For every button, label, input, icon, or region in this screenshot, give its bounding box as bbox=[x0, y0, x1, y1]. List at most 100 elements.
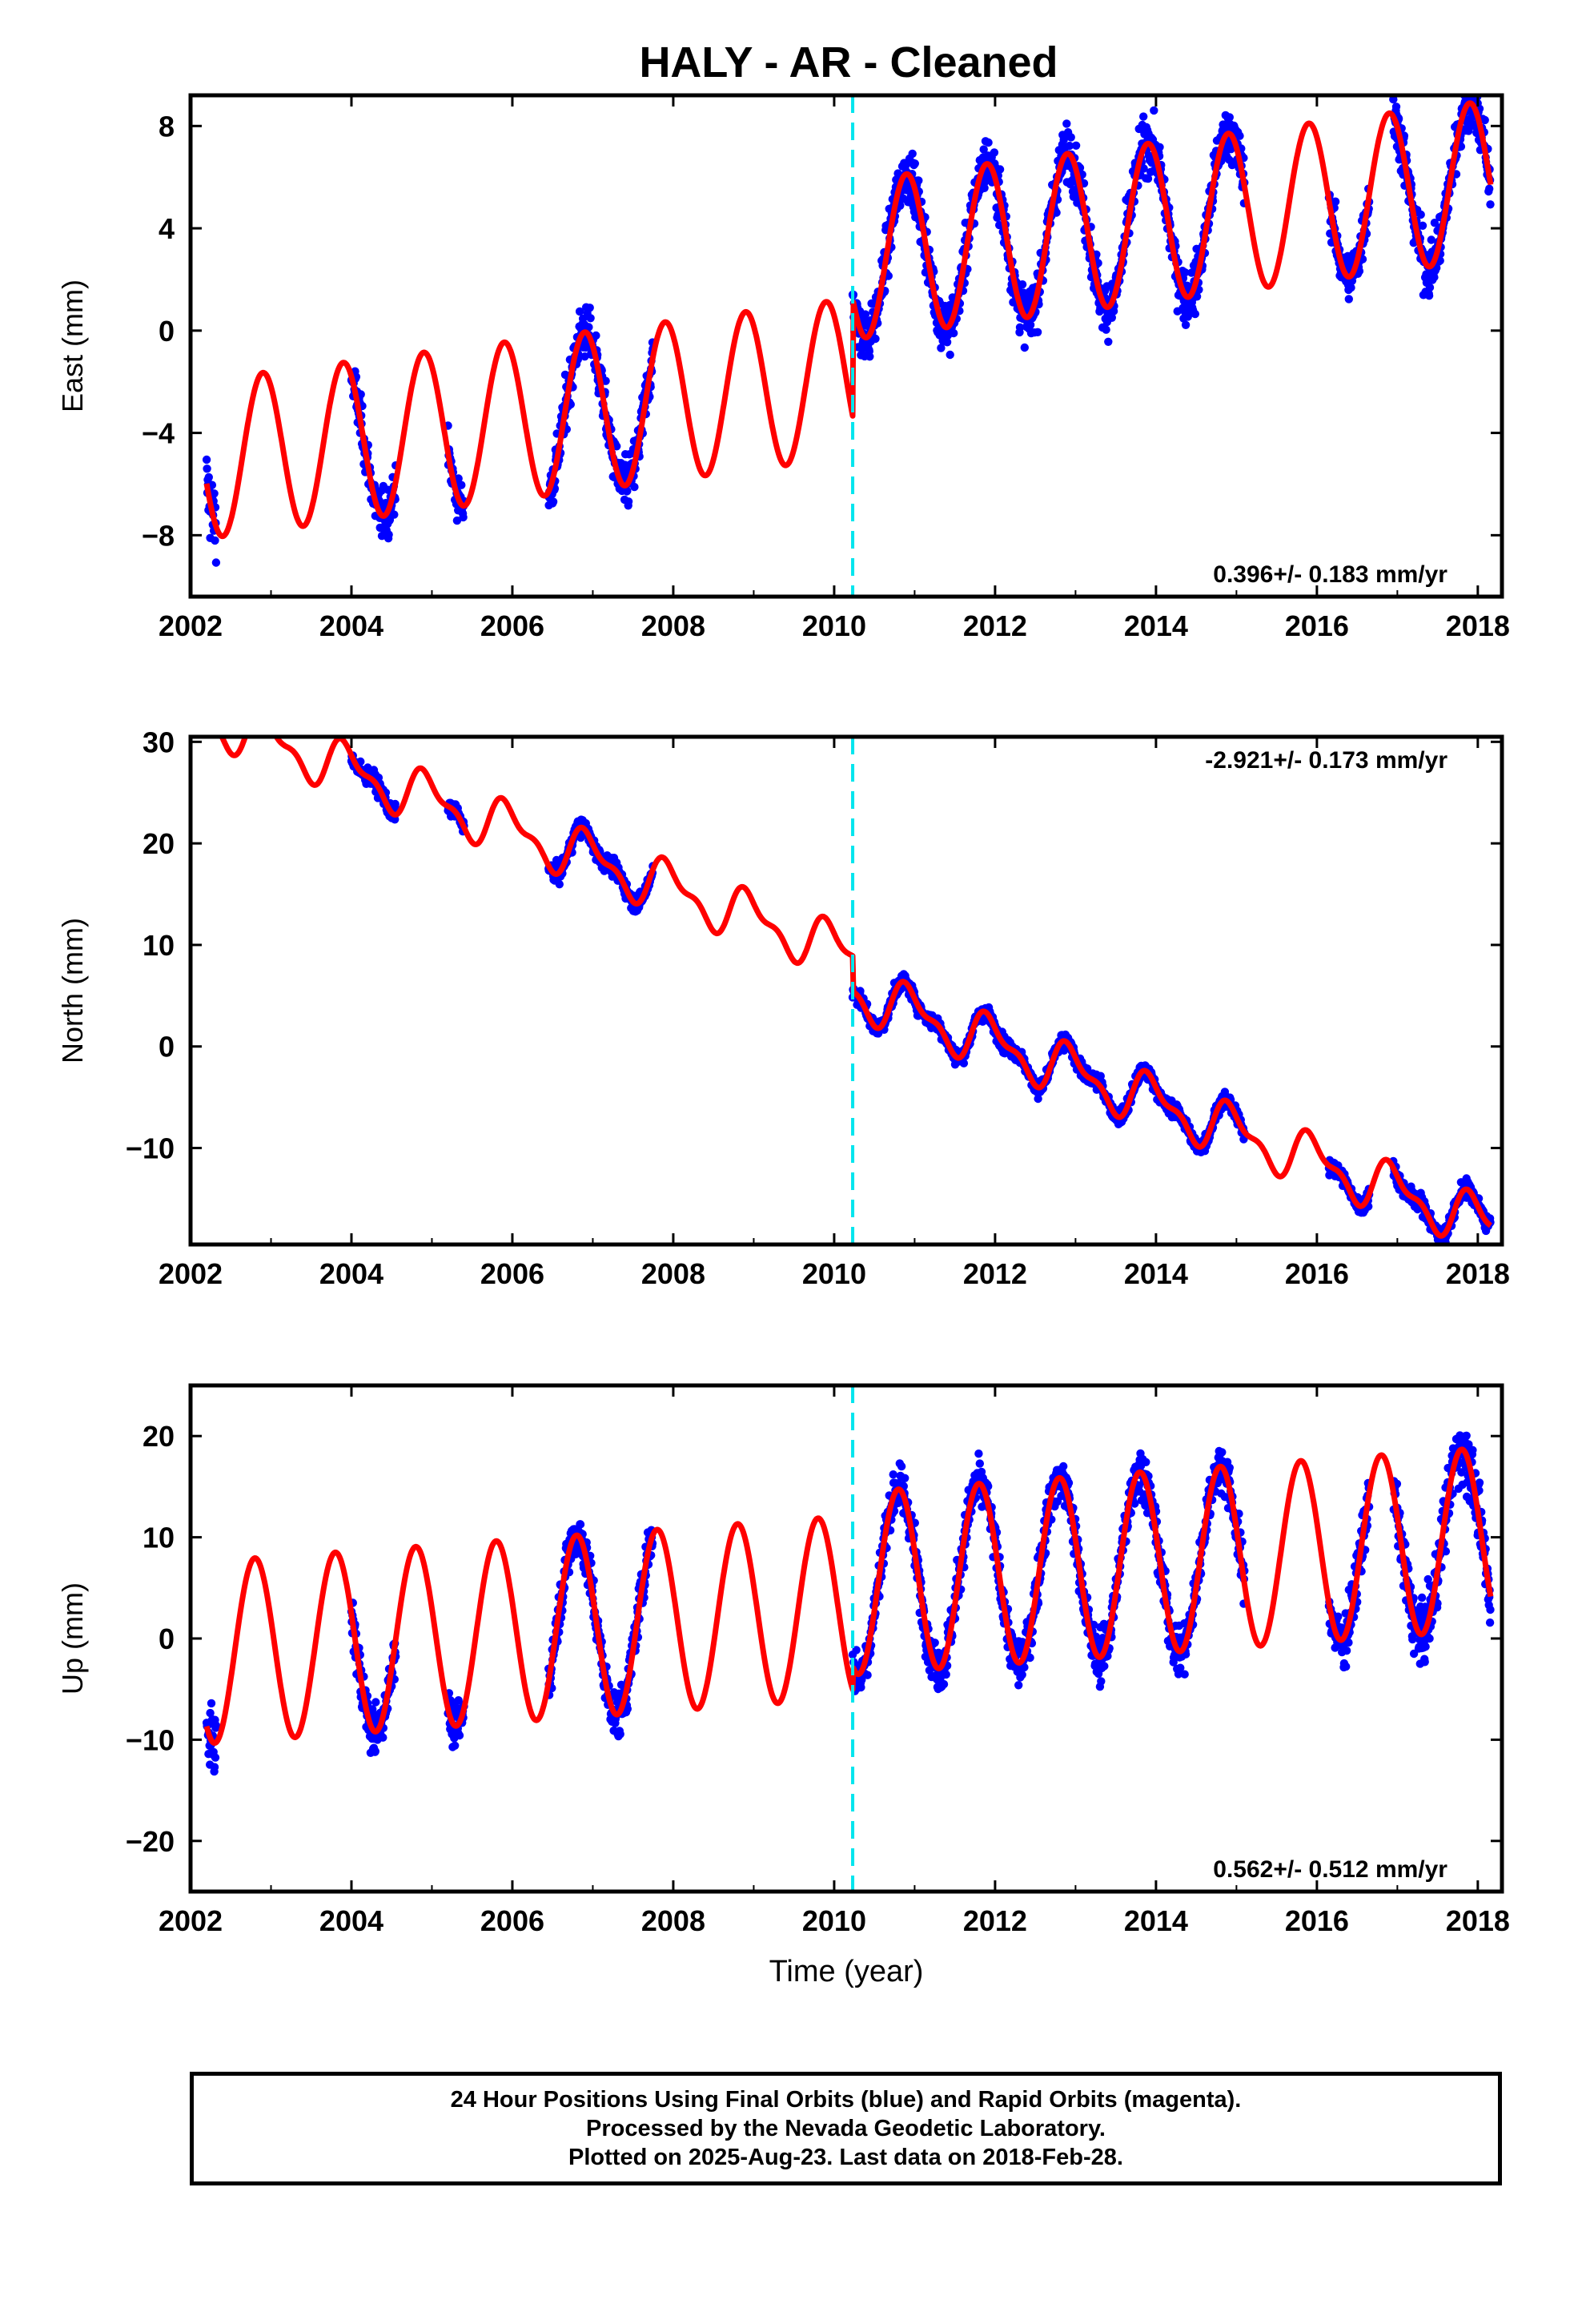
data-point bbox=[910, 159, 920, 168]
data-point bbox=[901, 1474, 909, 1483]
y-tick-label: 0 bbox=[159, 315, 175, 348]
x-tick-label: 2008 bbox=[641, 1257, 705, 1290]
x-tick-label: 2006 bbox=[480, 1257, 544, 1290]
x-tick-label: 2018 bbox=[1446, 609, 1510, 642]
y-tick-label: −10 bbox=[126, 1132, 175, 1165]
data-point bbox=[203, 713, 211, 721]
data-point bbox=[207, 714, 215, 722]
data-point bbox=[576, 1520, 585, 1529]
data-point bbox=[391, 815, 400, 824]
data-point bbox=[1225, 113, 1235, 122]
data-point bbox=[206, 717, 214, 725]
data-point bbox=[1018, 280, 1027, 289]
data-point bbox=[211, 536, 219, 545]
x-tick-label: 2010 bbox=[802, 609, 866, 642]
data-point bbox=[974, 1449, 983, 1458]
data-point bbox=[1104, 337, 1113, 346]
data-point bbox=[1347, 283, 1355, 292]
data-point bbox=[865, 352, 874, 361]
data-point bbox=[975, 1459, 985, 1468]
data-point bbox=[204, 472, 213, 482]
data-point bbox=[208, 714, 216, 722]
data-point bbox=[623, 486, 632, 496]
data-point bbox=[1020, 343, 1030, 352]
data-point bbox=[939, 1679, 949, 1689]
data-point bbox=[204, 715, 212, 723]
data-point bbox=[455, 1731, 464, 1740]
data-point bbox=[980, 183, 989, 192]
data-point bbox=[630, 482, 639, 492]
data-point bbox=[979, 145, 988, 154]
y-tick-label: 30 bbox=[143, 726, 175, 758]
data-point bbox=[995, 220, 1004, 230]
data-point bbox=[1181, 268, 1190, 277]
data-point bbox=[207, 1699, 216, 1708]
data-point bbox=[207, 716, 215, 724]
x-tick-label: 2002 bbox=[159, 609, 223, 642]
data-point bbox=[211, 558, 221, 567]
observations bbox=[202, 1431, 1495, 1776]
observations bbox=[203, 710, 1495, 1244]
y-tick-label: −4 bbox=[142, 417, 175, 450]
data-point bbox=[211, 725, 219, 733]
velocity-rate-label: 0.396+/- 0.183 mm/yr bbox=[1213, 561, 1447, 588]
data-point bbox=[946, 350, 954, 360]
data-point bbox=[884, 271, 893, 280]
data-point bbox=[1062, 119, 1071, 128]
y-tick-label: 4 bbox=[159, 212, 175, 245]
data-point bbox=[1143, 174, 1153, 183]
data-point bbox=[950, 328, 958, 338]
data-point bbox=[575, 307, 584, 316]
data-point bbox=[1065, 141, 1074, 151]
data-point bbox=[212, 718, 220, 726]
data-point bbox=[1480, 115, 1489, 125]
data-point bbox=[624, 497, 633, 506]
data-point bbox=[1486, 200, 1495, 209]
data-point bbox=[210, 713, 218, 721]
data-point bbox=[203, 464, 211, 473]
data-point bbox=[1139, 112, 1148, 121]
data-point bbox=[1155, 143, 1164, 151]
data-point bbox=[210, 715, 218, 723]
x-tick-label: 2010 bbox=[802, 1257, 866, 1290]
data-point bbox=[592, 331, 600, 340]
data-point bbox=[937, 344, 946, 352]
x-tick-label: 2006 bbox=[480, 609, 544, 642]
data-point bbox=[1427, 235, 1436, 244]
data-point bbox=[861, 310, 870, 319]
data-point bbox=[995, 165, 1005, 174]
data-point bbox=[1066, 133, 1075, 142]
x-tick-label: 2004 bbox=[319, 1257, 383, 1290]
data-point bbox=[1416, 210, 1425, 219]
x-tick-label: 2012 bbox=[963, 1257, 1027, 1290]
x-tick-label: 2018 bbox=[1446, 1257, 1510, 1290]
data-point bbox=[548, 497, 558, 506]
data-point bbox=[942, 1670, 950, 1679]
y-tick-label: 10 bbox=[143, 929, 175, 962]
data-point bbox=[206, 710, 214, 718]
data-point bbox=[211, 716, 219, 724]
data-point bbox=[1014, 1681, 1023, 1690]
data-point bbox=[1463, 86, 1471, 94]
x-tick-label: 2016 bbox=[1285, 1257, 1349, 1290]
x-tick-label: 2008 bbox=[641, 609, 705, 642]
data-point bbox=[601, 376, 610, 385]
data-point bbox=[1026, 320, 1035, 329]
data-point bbox=[207, 717, 215, 725]
data-point bbox=[211, 1753, 220, 1762]
data-point bbox=[452, 516, 462, 525]
y-tick-label: −8 bbox=[142, 519, 175, 552]
data-point bbox=[459, 513, 468, 522]
data-point bbox=[1424, 292, 1434, 300]
data-point bbox=[1430, 273, 1439, 282]
data-point bbox=[1107, 313, 1117, 322]
data-point bbox=[211, 1721, 221, 1730]
data-point bbox=[371, 1698, 380, 1707]
data-point bbox=[1018, 1671, 1026, 1679]
panel-up: 2002 2004 2006 2008 2010 2012 2014 2016 20182010… bbox=[56, 1383, 1510, 1988]
data-point bbox=[1150, 106, 1158, 115]
x-tick-label: 2014 bbox=[1124, 609, 1188, 642]
x-tick-label: 2016 bbox=[1285, 609, 1349, 642]
data-point bbox=[457, 480, 466, 489]
data-point bbox=[1052, 208, 1061, 217]
